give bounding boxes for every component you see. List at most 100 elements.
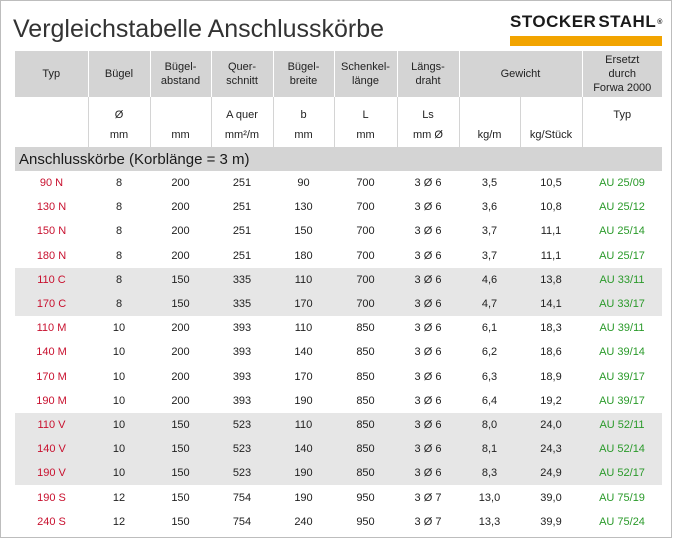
cell-buegel: 12 [112,515,126,528]
cell-typ: 170 C [15,291,88,317]
cell-querschnitt: 335 [211,267,273,292]
unit-cell: kg/Stück [520,123,583,147]
cell-querschnitt: 523 [211,437,273,462]
cell-typ: 190 S [37,491,66,504]
cell-laengsdraht: 3 Ø 7 [414,515,442,528]
cell-kg-stueck: 39,0 [540,491,562,504]
cell-querschnitt: 523 [211,412,273,438]
unit-cell [15,123,89,147]
cell-breite: 140 [273,437,334,462]
cell-laenge: 850 [356,322,375,335]
cell-laenge: 850 [356,346,375,359]
cell-abstand: 150 [150,267,211,292]
cell-buegel: 10 [112,346,126,359]
cell-kg-stueck: 39,9 [540,515,562,528]
cell-laengsdraht: 3 Ø 7 [414,491,442,504]
cell-laenge: 850 [334,437,397,462]
cell-kg-m: 8,0 [459,412,520,438]
page-title: Vergleichstabelle Anschlusskörbe [13,15,385,43]
unit-cell [582,123,662,147]
cell-querschnitt: 335 [211,291,273,317]
cell-ersetzt: AU 33/11 [582,267,662,292]
cell-kg-stueck: 24,0 [520,412,582,438]
cell-kg-stueck: 24,3 [520,437,582,462]
section-header: Anschlusskörbe (Korblänge = 3 m) [15,147,662,171]
cell-buegel: 10 [88,461,150,486]
symbol-cell: b [273,97,335,123]
cell-typ: 110 C [15,267,88,292]
cell-querschnitt: 251 [232,177,252,190]
cell-kg-m: 3,6 [481,201,498,214]
cell-laenge: 700 [356,177,375,190]
header-row-symbols: Ø A quer b L Ls Typ [15,97,662,123]
cell-typ: 180 N [36,249,67,262]
cell-querschnitt: 393 [232,322,252,335]
header-row-labels: Typ Bügel Bügel- abstand Quer- schnitt B… [15,51,662,97]
cell-laengsdraht: 3 Ø 6 [414,322,442,335]
cell-kg-stueck: 19,2 [540,394,562,407]
symbol-cell: L [334,97,398,123]
symbol-cell [520,97,583,123]
cell-abstand: 200 [171,346,190,359]
cell-laengsdraht: 3 Ø 6 [397,461,459,486]
cell-buegel: 12 [112,491,126,504]
cell-breite: 170 [273,291,334,317]
cell-breite: 180 [294,249,313,262]
cell-abstand: 200 [171,370,190,383]
col-header-ersetzt: Ersetzt durch Forwa 2000 [582,51,662,97]
cell-kg-stueck: 18,3 [540,322,562,335]
cell-querschnitt: 251 [232,249,252,262]
cell-kg-m: 13,0 [478,491,501,504]
cell-querschnitt: 523 [211,461,273,486]
cell-querschnitt: 393 [232,346,252,359]
cell-kg-stueck: 13,8 [520,267,582,292]
cell-abstand: 150 [150,461,211,486]
cell-abstand: 200 [171,322,190,335]
unit-cell: mm [273,123,335,147]
cell-breite: 110 [294,322,313,335]
cell-ersetzt: AU 39/11 [599,322,645,335]
cell-breite: 140 [294,346,313,359]
logo-right-text: STAHL [598,12,657,31]
unit-cell: kg/m [459,123,521,147]
cell-buegel: 8 [115,177,123,190]
table-row: 140 M 10 200 393 140 850 3 Ø 6 6,2 18,6 AU 39/14 [15,340,662,364]
cell-buegel: 10 [88,437,150,462]
cell-laengsdraht: 3 Ø 6 [397,437,459,462]
cell-kg-m: 6,2 [481,346,498,359]
cell-laengsdraht: 3 Ø 6 [397,267,459,292]
cell-kg-stueck: 10,5 [540,177,562,190]
cell-ersetzt: AU 25/17 [599,249,645,262]
cell-querschnitt: 393 [232,394,252,407]
cell-buegel: 8 [115,201,123,214]
table-row: 170 M 10 200 393 170 850 3 Ø 6 6,3 18,9 AU 39/17 [15,365,662,389]
cell-kg-m: 6,4 [481,394,498,407]
cell-abstand: 150 [150,291,211,317]
cell-abstand: 150 [171,515,190,528]
logo-left-text: STOCKER [510,12,597,31]
table-row: 190 V 10 150 523 190 850 3 Ø 6 8,3 24,9 AU 52/17 [15,461,662,486]
cell-laenge: 700 [356,225,375,238]
logo-wordmark: STOCKER STAHL ® [510,9,662,35]
table-row: 170 C 8 150 335 170 700 3 Ø 6 4,7 14,1 AU 33/17 [15,291,662,317]
cell-typ: 170 M [36,370,67,383]
col-header-buegelbreite: Bügel- breite [273,51,335,97]
cell-kg-m: 8,3 [459,461,520,486]
cell-laengsdraht: 3 Ø 6 [414,225,442,238]
cell-kg-stueck: 18,9 [540,370,562,383]
header-row-units: mm mm mm²/m mm mm mm Ø kg/m kg/Stück [15,123,662,147]
cell-ersetzt: AU 52/14 [582,437,662,462]
symbol-cell [15,97,89,123]
cell-buegel: 10 [88,412,150,438]
cell-abstand: 150 [150,437,211,462]
col-header-laengsdraht: Längs- draht [397,51,460,97]
cell-laenge: 850 [356,370,375,383]
cell-querschnitt: 393 [232,370,252,383]
cell-buegel: 8 [115,225,123,238]
table-row: 130 N 8 200 251 130 700 3 Ø 6 3,6 10,8 AU 25/12 [15,195,662,219]
cell-laenge: 700 [356,249,375,262]
unit-cell: mm [334,123,398,147]
cell-abstand: 200 [171,249,190,262]
cell-breite: 190 [273,461,334,486]
cell-laenge: 850 [334,412,397,438]
